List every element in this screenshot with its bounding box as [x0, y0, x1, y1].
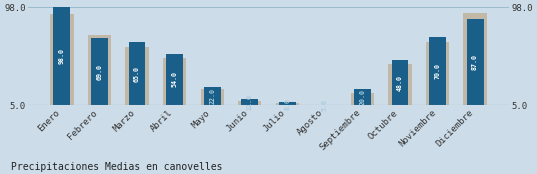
- Bar: [50, 14, 74, 105]
- Text: 11.0: 11.0: [246, 94, 253, 110]
- Text: 70.0: 70.0: [434, 63, 440, 79]
- Bar: [313, 105, 337, 106]
- Bar: [429, 37, 446, 105]
- Bar: [241, 99, 258, 105]
- Bar: [279, 102, 296, 105]
- Bar: [275, 103, 299, 105]
- Text: 22.0: 22.0: [209, 88, 215, 104]
- Bar: [426, 42, 449, 105]
- Text: 65.0: 65.0: [134, 66, 140, 82]
- Bar: [391, 60, 409, 105]
- Bar: [128, 42, 146, 105]
- Bar: [467, 19, 483, 105]
- Bar: [88, 35, 111, 105]
- Bar: [166, 54, 183, 105]
- Bar: [463, 13, 487, 105]
- Text: Precipitaciones Medias en canovelles: Precipitaciones Medias en canovelles: [11, 162, 222, 172]
- Bar: [54, 7, 70, 105]
- Text: 48.0: 48.0: [397, 75, 403, 91]
- Text: 5.0: 5.0: [322, 99, 328, 111]
- Text: 8.0: 8.0: [284, 98, 291, 110]
- Bar: [204, 87, 221, 105]
- Bar: [354, 89, 371, 105]
- Bar: [200, 89, 224, 105]
- Bar: [91, 38, 108, 105]
- Bar: [238, 101, 262, 105]
- Bar: [163, 58, 186, 105]
- Text: 54.0: 54.0: [172, 72, 178, 88]
- Text: 98.0: 98.0: [59, 48, 65, 64]
- Bar: [126, 47, 149, 105]
- Text: 69.0: 69.0: [97, 64, 103, 80]
- Bar: [351, 93, 374, 105]
- Text: 87.0: 87.0: [472, 54, 478, 70]
- Text: 20.0: 20.0: [359, 89, 365, 105]
- Bar: [388, 64, 411, 105]
